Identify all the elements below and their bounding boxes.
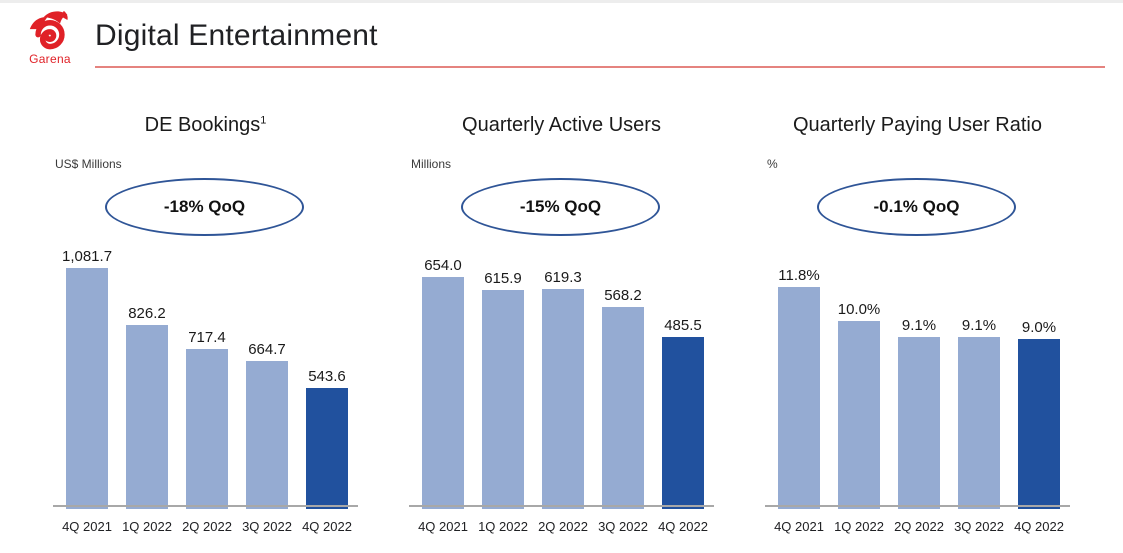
bar [186,349,228,509]
x-tick-label: 2Q 2022 [538,519,588,534]
bar-value-label: 1,081.7 [61,248,113,265]
bar [542,289,584,509]
x-tick-label: 4Q 2022 [302,519,352,534]
bar-highlighted [1018,339,1060,509]
bar [422,277,464,509]
bar [958,337,1000,509]
chart-de-bookings: DE Bookings1 US$ Millions -18% QoQ 1,081… [53,105,358,550]
qoq-annotation-oval: -15% QoQ [461,178,660,236]
bar-cell: 654.0 [422,257,464,509]
y-axis-unit-label: Millions [411,157,452,171]
y-axis-unit-label: US$ Millions [55,157,122,171]
bar-plot: 1,081.7 826.2 717.4 664.7 543.6 [62,248,348,509]
top-border-strip [0,0,1123,3]
chart-title: Quarterly Active Users [409,114,714,137]
x-axis-ticks: 4Q 2021 1Q 2022 2Q 2022 3Q 2022 4Q 2022 [62,519,352,534]
bar-cell: 1,081.7 [62,248,112,509]
bar-value-label: 9.0% [1021,319,1057,336]
bar-cell: 10.0% [838,301,880,509]
bar-value-label: 568.2 [604,287,642,304]
bar-cell: 543.6 [306,368,348,509]
bar-cell: 485.5 [662,317,704,509]
chart-quarterly-active-users: Quarterly Active Users Millions -15% QoQ… [409,105,714,550]
x-tick-label: 4Q 2021 [62,519,112,534]
x-tick-label: 1Q 2022 [834,519,884,534]
garena-logo: Garena [24,9,76,66]
bar-value-label: 11.8% [778,267,820,284]
qoq-annotation-text: -18% QoQ [163,197,246,216]
chart-quarterly-paying-user-ratio: Quarterly Paying User Ratio % -0.1% QoQ … [765,105,1070,550]
y-axis-unit-label: % [767,157,778,171]
x-axis-line [409,505,714,507]
bar-value-label: 826.2 [128,305,166,322]
bar-cell: 619.3 [542,269,584,509]
x-tick-label: 4Q 2022 [658,519,708,534]
bar-value-label: 717.4 [188,329,226,346]
bar-cell: 11.8% [778,267,820,509]
bar-plot: 11.8% 10.0% 9.1% 9.1% 9.0% [778,267,1060,509]
x-tick-label: 2Q 2022 [182,519,232,534]
bar-cell: 568.2 [602,287,644,509]
bar-value-label: 654.0 [424,257,462,274]
bar-highlighted [306,388,348,509]
bar-cell: 717.4 [186,329,228,509]
garena-logo-wordmark: Garena [29,52,71,66]
x-tick-label: 4Q 2021 [774,519,824,534]
bar-cell: 826.2 [126,305,168,509]
x-axis-line [765,505,1070,507]
bar-value-label: 485.5 [664,317,702,334]
bar [602,307,644,509]
x-tick-label: 1Q 2022 [478,519,528,534]
x-tick-label: 3Q 2022 [598,519,648,534]
bar [778,287,820,509]
bar-value-label: 619.3 [544,269,582,286]
x-tick-label: 4Q 2021 [418,519,468,534]
x-axis-ticks: 4Q 2021 1Q 2022 2Q 2022 3Q 2022 4Q 2022 [774,519,1064,534]
bar [898,337,940,509]
bar-cell: 9.1% [958,317,1000,509]
bar-value-label: 9.1% [961,317,997,334]
qoq-annotation-text: -15% QoQ [519,197,602,216]
bar [482,290,524,509]
chart-title: Quarterly Paying User Ratio [765,114,1070,137]
chart-title-text: Quarterly Paying User Ratio [793,114,1042,136]
chart-title: DE Bookings1 [53,114,358,137]
bar-value-label: 664.7 [248,341,286,358]
chart-title-text: DE Bookings [144,114,261,136]
bar-value-label: 9.1% [901,317,937,334]
bar [66,268,108,509]
chart-title-text: Quarterly Active Users [462,114,661,136]
garena-dragon-icon [29,10,68,50]
qoq-annotation-oval: -18% QoQ [105,178,304,236]
x-tick-label: 3Q 2022 [242,519,292,534]
x-tick-label: 4Q 2022 [1014,519,1064,534]
bar [126,325,168,509]
chart-title-footnote-marker: 1 [260,114,267,127]
x-tick-label: 3Q 2022 [954,519,1004,534]
x-axis-ticks: 4Q 2021 1Q 2022 2Q 2022 3Q 2022 4Q 2022 [418,519,708,534]
bar [246,361,288,509]
x-tick-label: 1Q 2022 [122,519,172,534]
page-title: Digital Entertainment [95,19,378,52]
bar-value-label: 10.0% [837,301,881,318]
bar-cell: 9.1% [898,317,940,509]
x-axis-line [53,505,358,507]
bar-plot: 654.0 615.9 619.3 568.2 485.5 [422,257,704,509]
title-underline [95,66,1105,68]
bar-cell: 615.9 [482,270,524,509]
x-tick-label: 2Q 2022 [894,519,944,534]
bar-cell: 664.7 [246,341,288,509]
bar [838,321,880,509]
qoq-annotation-text: -0.1% QoQ [873,197,960,216]
bar-highlighted [662,337,704,509]
bar-value-label: 543.6 [308,368,346,385]
qoq-annotation-oval: -0.1% QoQ [817,178,1016,236]
bar-cell: 9.0% [1018,319,1060,509]
bar-value-label: 615.9 [484,270,522,287]
